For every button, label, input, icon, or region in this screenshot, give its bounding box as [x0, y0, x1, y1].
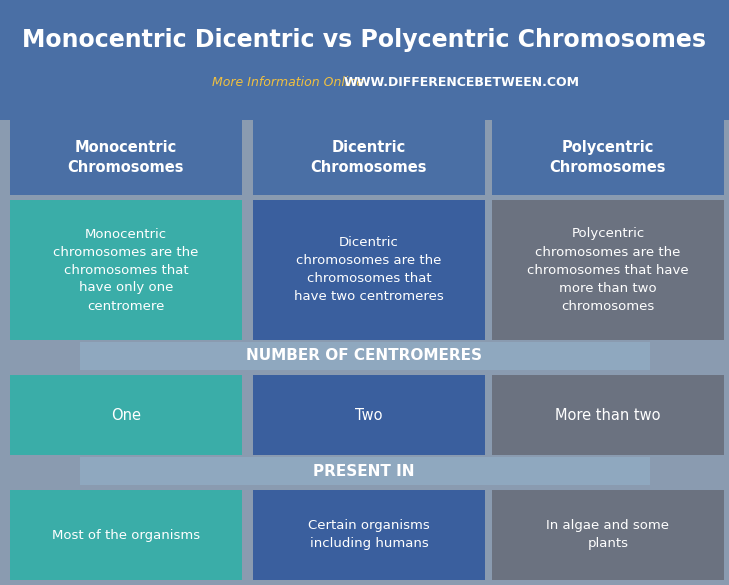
- FancyBboxPatch shape: [10, 375, 242, 455]
- FancyBboxPatch shape: [10, 200, 242, 340]
- Text: More Information Online: More Information Online: [212, 75, 364, 88]
- Text: Polycentric
chromosomes are the
chromosomes that have
more than two
chromosomes: Polycentric chromosomes are the chromoso…: [527, 228, 689, 312]
- Text: PRESENT IN: PRESENT IN: [313, 463, 415, 479]
- Text: NUMBER OF CENTROMERES: NUMBER OF CENTROMERES: [246, 349, 482, 363]
- Text: Dicentric
Chromosomes: Dicentric Chromosomes: [311, 140, 427, 175]
- FancyBboxPatch shape: [253, 120, 485, 195]
- FancyBboxPatch shape: [492, 490, 724, 580]
- Text: In algae and some
plants: In algae and some plants: [547, 519, 669, 550]
- Text: More than two: More than two: [555, 408, 660, 422]
- Text: Two: Two: [355, 408, 383, 422]
- Text: Most of the organisms: Most of the organisms: [52, 528, 200, 542]
- Text: Dicentric
chromosomes are the
chromosomes that
have two centromeres: Dicentric chromosomes are the chromosome…: [294, 236, 444, 304]
- Text: Monocentric
Chromosomes: Monocentric Chromosomes: [68, 140, 184, 175]
- FancyBboxPatch shape: [80, 342, 650, 370]
- FancyBboxPatch shape: [253, 490, 485, 580]
- FancyBboxPatch shape: [80, 457, 650, 485]
- Text: WWW.DIFFERENCEBETWEEN.COM: WWW.DIFFERENCEBETWEEN.COM: [344, 75, 580, 88]
- FancyBboxPatch shape: [0, 0, 729, 120]
- Text: Monocentric
chromosomes are the
chromosomes that
have only one
centromere: Monocentric chromosomes are the chromoso…: [53, 228, 199, 312]
- FancyBboxPatch shape: [492, 120, 724, 195]
- Text: Monocentric Dicentric vs Polycentric Chromosomes: Monocentric Dicentric vs Polycentric Chr…: [22, 28, 706, 52]
- Text: One: One: [111, 408, 141, 422]
- FancyBboxPatch shape: [253, 200, 485, 340]
- FancyBboxPatch shape: [492, 200, 724, 340]
- FancyBboxPatch shape: [492, 375, 724, 455]
- Text: Certain organisms
including humans: Certain organisms including humans: [308, 519, 430, 550]
- Text: Polycentric
Chromosomes: Polycentric Chromosomes: [550, 140, 666, 175]
- FancyBboxPatch shape: [10, 120, 242, 195]
- FancyBboxPatch shape: [10, 490, 242, 580]
- FancyBboxPatch shape: [253, 375, 485, 455]
